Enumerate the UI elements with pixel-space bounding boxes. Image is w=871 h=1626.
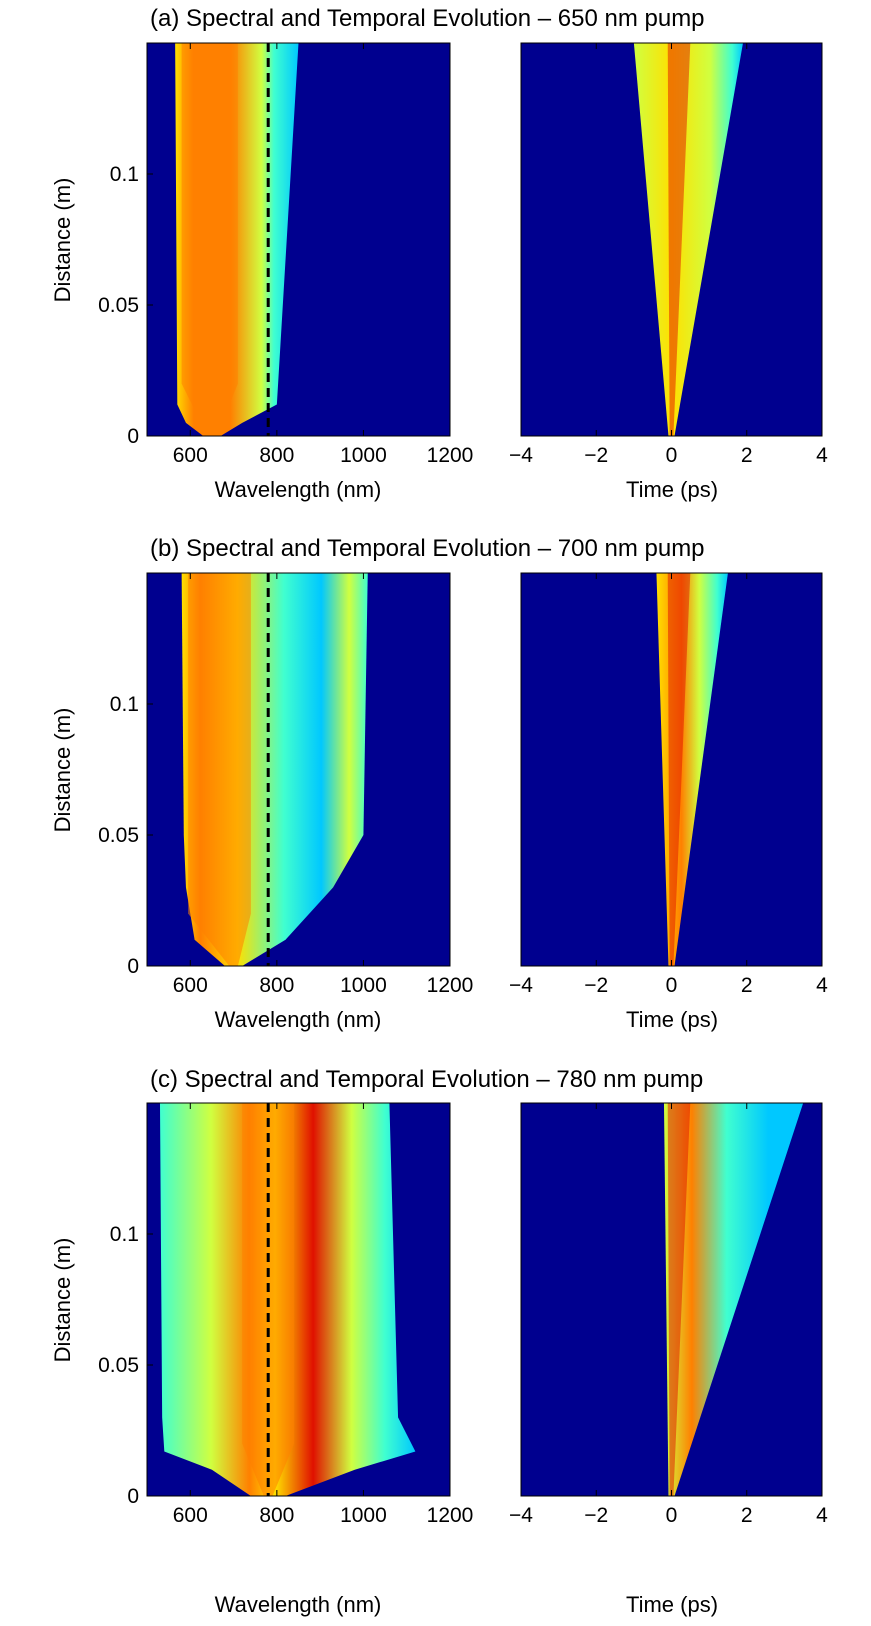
panel-c-temporal-plot: −4 −2 0 2 4 [509,1102,828,1527]
panel-c-spectral-xtick-label: 1000 [340,1504,387,1527]
panel-a-temporal-xtick-label: 4 [816,444,828,467]
panel-a-spectral-xlabel: Wavelength (nm) [215,477,382,502]
panel-b-title: (b) Spectral and Temporal Evolution – 70… [150,535,705,562]
panel-b-ytick-label: 0 [127,955,139,978]
panel-a-temporal-plot: −4 −2 0 2 4 [509,42,828,467]
panel-b-temporal-xtick-label: 2 [741,974,753,997]
panel-b-temporal-xlabel: Time (ps) [626,1007,718,1032]
panel-b-spectral-xtick-label: 800 [259,974,294,997]
panel-c-spectral-plot: 600 800 1000 1200 0 0.05 0.1 [98,1102,474,1527]
panel-a-temporal-xtick-label: 0 [666,444,678,467]
panel-c-ylabel: Distance (m) [50,1238,75,1363]
panel-a-ytick-label: 0.05 [98,294,139,317]
panel-b-spectral-xtick-label: 1200 [427,974,474,997]
panel-b-spectral-frame [146,572,451,967]
panel-b: (b) Spectral and Temporal Evolution – 70… [50,535,828,1032]
panel-b-temporal-xtick-label: 0 [666,974,678,997]
panel-c-temporal-xlabel: Time (ps) [626,1592,718,1617]
panel-c-temporal-xtick-label: −2 [584,1504,608,1527]
panel-a-temporal-field [633,43,743,436]
panel-a-spectral-xtick-label: 1000 [340,444,387,467]
panel-c-spectral-xtick-label: 1200 [427,1504,474,1527]
panel-a-spectral-xtick-label: 1200 [427,444,474,467]
panel-b-ytick-label: 0.05 [98,824,139,847]
panel-b-spectral-xtick-label: 1000 [340,974,387,997]
panel-b-temporal-xtick-label: −2 [584,974,608,997]
panel-c-ytick-label: 0.05 [98,1354,139,1377]
panel-a-temporal-core [667,43,691,436]
panel-b-temporal-core [667,573,691,966]
panel-b-ytick-label: 0.1 [110,693,139,716]
panel-b-temporal-xtick-label: −4 [509,974,533,997]
panel-a-temporal-xtick-label: 2 [741,444,753,467]
panel-c-temporal-xtick-label: −4 [509,1504,533,1527]
panel-a-spectral-xtick-label: 600 [173,444,208,467]
panel-b-temporal-xtick-label: 4 [816,974,828,997]
panel-c-temporal-core [667,1103,691,1496]
panel-a-temporal-xtick-label: −2 [584,444,608,467]
panel-b-ylabel: Distance (m) [50,708,75,833]
panel-a-ylabel: Distance (m) [50,178,75,303]
panel-c-ytick-label: 0.1 [110,1223,139,1246]
panel-a-temporal-xtick-label: −4 [509,444,533,467]
panel-a-ytick-label: 0 [127,425,139,448]
panel-c-spectral-xtick-label: 800 [259,1504,294,1527]
panel-a-title: (a) Spectral and Temporal Evolution – 65… [150,5,705,32]
panel-c-ytick-label: 0 [127,1485,139,1508]
panel-a-temporal-xlabel: Time (ps) [626,477,718,502]
panel-c-title: (c) Spectral and Temporal Evolution – 78… [150,1066,703,1093]
panel-a-spectral-core [181,43,238,436]
panel-b-spectral-xlabel: Wavelength (nm) [215,1007,382,1032]
panel-a-spectral-plot: 600 800 1000 1200 0 0.05 0.1 [98,42,474,467]
panel-c-spectral-frame [146,1102,451,1497]
panel-c-spectral-xtick-label: 600 [173,1504,208,1527]
panel-b-temporal-plot: −4 −2 0 2 4 [509,572,828,997]
panel-a: (a) Spectral and Temporal Evolution – 65… [50,5,828,502]
panel-c-temporal-xtick-label: 4 [816,1504,828,1527]
panel-b-spectral-core [188,573,251,966]
panel-c: (c) Spectral and Temporal Evolution – 78… [50,1066,828,1617]
panel-a-spectral-frame [146,42,451,437]
panel-c-temporal-xtick-label: 0 [666,1504,678,1527]
panel-a-ytick-label: 0.1 [110,163,139,186]
panel-a-spectral-xtick-label: 800 [259,444,294,467]
panel-b-spectral-plot: 600 800 1000 1200 0 0.05 0.1 [98,572,474,997]
panel-b-spectral-xtick-label: 600 [173,974,208,997]
panel-c-spectral-xlabel: Wavelength (nm) [215,1592,382,1617]
panel-c-temporal-field [663,1103,804,1496]
panel-c-temporal-xtick-label: 2 [741,1504,753,1527]
